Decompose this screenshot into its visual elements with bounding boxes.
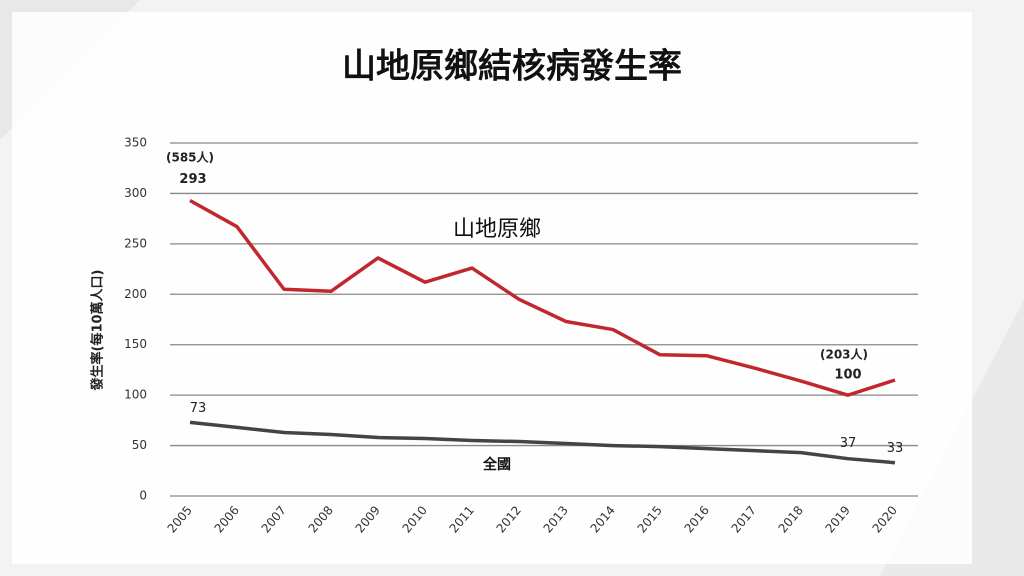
series-line	[189, 198, 896, 397]
data-label: 100	[834, 368, 861, 383]
series-label: 山地原鄉	[453, 217, 541, 242]
y-tick-label: 200	[124, 287, 147, 301]
y-axis-label: 發生率(每10萬人口)	[90, 270, 106, 392]
y-tick-label: 50	[132, 438, 147, 452]
data-label: 73	[190, 401, 207, 416]
annotation: (203人)	[820, 347, 868, 362]
annotation: (585人)	[166, 150, 214, 165]
y-tick-label: 250	[124, 236, 147, 250]
series-line	[189, 420, 896, 465]
y-tick-label: 350	[124, 136, 147, 150]
y-tick-label: 100	[124, 388, 147, 402]
y-tick-label: 300	[124, 186, 147, 200]
y-tick-label: 150	[124, 337, 147, 351]
data-label: 37	[840, 436, 857, 451]
data-label: 33	[887, 441, 904, 456]
data-label: 293	[179, 172, 206, 187]
y-tick-label: 0	[139, 489, 147, 503]
series-label: 全國	[482, 456, 511, 473]
chart-title: 山地原鄉結核病發生率	[342, 47, 682, 87]
panel	[12, 12, 972, 564]
